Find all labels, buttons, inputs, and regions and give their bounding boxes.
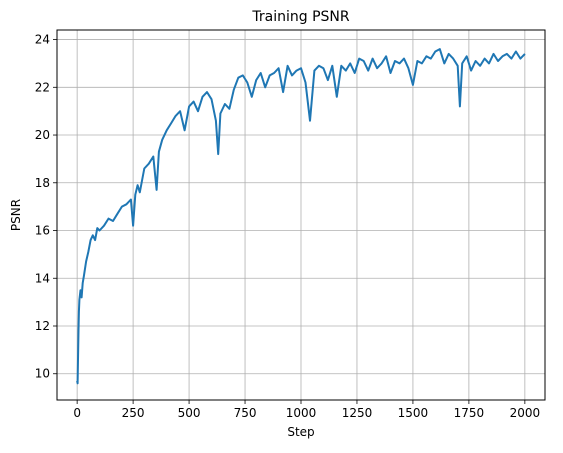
x-tick-label: 2000	[510, 406, 541, 420]
y-axis-label: PSNR	[9, 199, 23, 231]
y-tick-label: 16	[35, 224, 50, 238]
x-tick-label: 1250	[342, 406, 373, 420]
y-tick-label: 14	[35, 271, 50, 285]
y-tick-label: 20	[35, 128, 50, 142]
grid	[57, 30, 545, 400]
x-tick-label: 500	[178, 406, 201, 420]
x-tick-label: 750	[234, 406, 257, 420]
plot-area	[76, 48, 526, 385]
x-axis-label: Step	[287, 425, 314, 439]
x-tick-label: 0	[73, 406, 81, 420]
chart-title: Training PSNR	[251, 9, 349, 25]
y-tick-label: 22	[35, 80, 50, 94]
y-axis: 10 12 14 16 18 20 22 24	[35, 33, 57, 381]
y-tick-label: 24	[35, 33, 50, 47]
x-tick-label: 250	[122, 406, 145, 420]
y-tick-label: 18	[35, 176, 50, 190]
series-line-psnr	[76, 48, 526, 385]
y-tick-label: 10	[35, 367, 50, 381]
x-tick-label: 1000	[286, 406, 317, 420]
x-axis: 0 250 500 750 1000 1250 1500 1750 2000	[73, 400, 540, 420]
y-tick-label: 12	[35, 319, 50, 333]
x-tick-label: 1750	[454, 406, 485, 420]
x-tick-label: 1500	[398, 406, 429, 420]
